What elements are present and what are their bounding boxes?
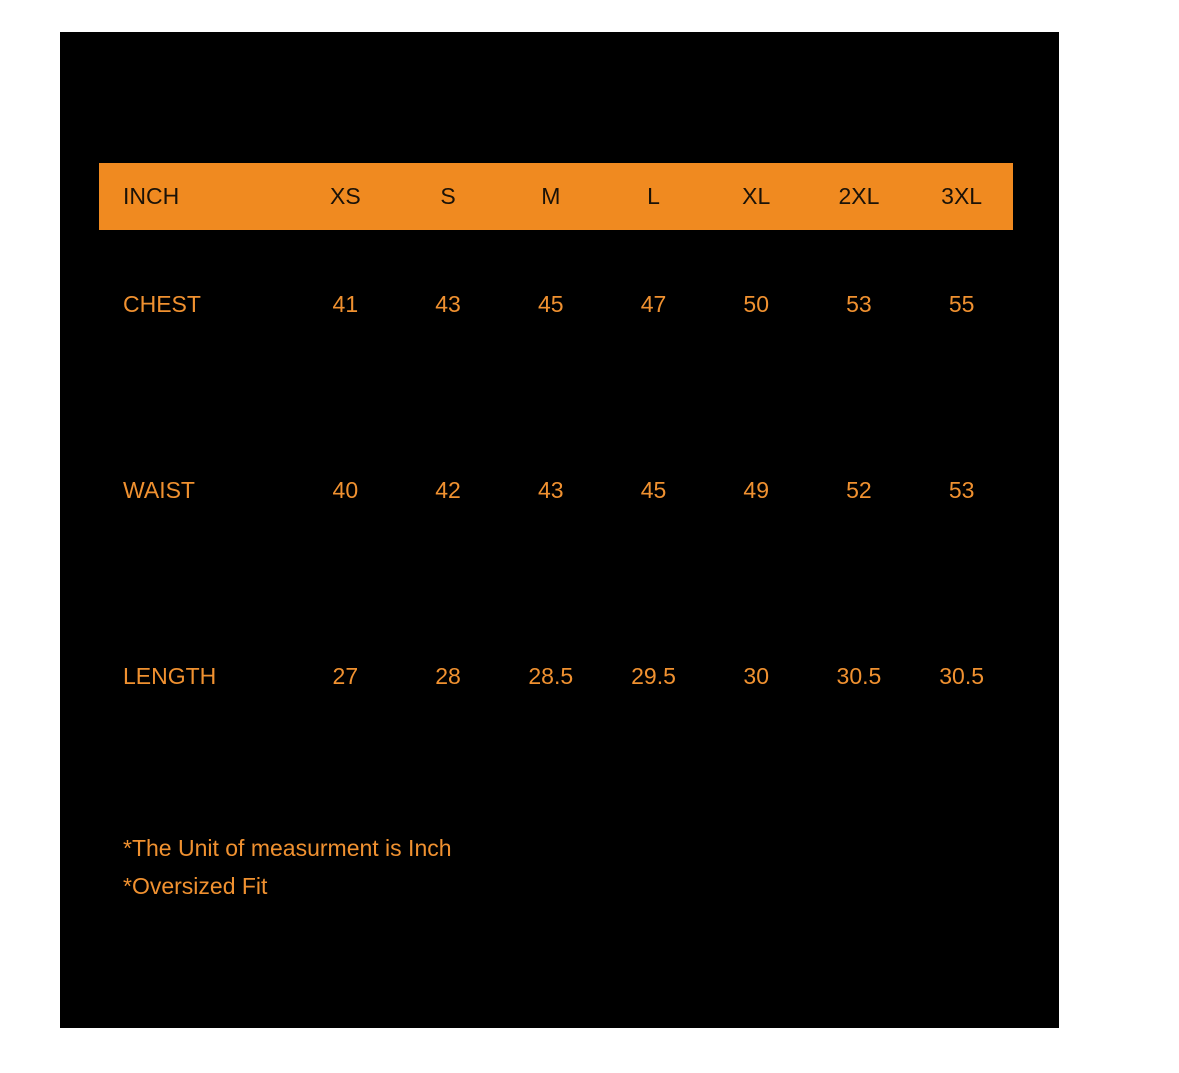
- size-header-3xl: 3XL: [941, 183, 983, 209]
- cell-value: 55: [948, 290, 975, 317]
- cell-value: 30.5: [836, 662, 882, 689]
- footnote-unit: *The Unit of measurment is Inch: [123, 835, 452, 861]
- cell-value: 53: [846, 290, 872, 317]
- footnotes: *The Unit of measurment is Inch *Oversiz…: [123, 829, 1059, 905]
- cell-value: 40: [332, 476, 359, 503]
- table-row-chest: CHEST 41 43 45 47 50 53 55: [99, 273, 1013, 335]
- row-label: LENGTH: [123, 662, 217, 689]
- cell-value: 52: [846, 476, 872, 503]
- table-row-waist: WAIST 40 42 43 45 49 52 53: [99, 459, 1013, 521]
- table-row-length: LENGTH 27 28 28.5 29.5 30 30.5 30.5: [99, 645, 1013, 707]
- cell-value: 30.5: [939, 662, 985, 689]
- cell-value: 50: [743, 290, 769, 317]
- cell-value: 49: [743, 476, 769, 503]
- size-header-s: S: [440, 183, 456, 209]
- cell-value: 29.5: [631, 662, 676, 689]
- size-table: INCH XS S M L XL 2XL 3XL CHEST 41 43 45 …: [99, 163, 1013, 707]
- cell-value: 28.5: [528, 662, 574, 689]
- size-header-2xl: 2XL: [838, 183, 880, 209]
- cell-value: 47: [640, 290, 667, 317]
- size-header-m: M: [541, 183, 561, 209]
- size-header-xs: XS: [330, 183, 361, 209]
- cell-value: 53: [948, 476, 975, 503]
- size-chart-panel: INCH XS S M L XL 2XL 3XL CHEST 41 43 45 …: [60, 32, 1059, 1028]
- unit-header-cell: INCH: [123, 183, 180, 209]
- cell-value: 27: [332, 662, 359, 689]
- size-table-header-row: INCH XS S M L XL 2XL 3XL: [99, 163, 1013, 230]
- cell-value: 45: [640, 476, 667, 503]
- cell-value: 43: [435, 290, 461, 317]
- cell-value: 30: [743, 662, 769, 689]
- cell-value: 41: [332, 290, 359, 317]
- cell-value: 42: [435, 476, 461, 503]
- size-header-xl: XL: [742, 183, 771, 209]
- row-label: WAIST: [123, 476, 195, 503]
- row-label: CHEST: [123, 290, 201, 317]
- footnote-oversized: *Oversized Fit: [123, 873, 268, 899]
- cell-value: 28: [435, 662, 461, 689]
- cell-value: 45: [537, 290, 564, 317]
- cell-value: 43: [537, 476, 564, 503]
- size-header-l: L: [647, 183, 660, 209]
